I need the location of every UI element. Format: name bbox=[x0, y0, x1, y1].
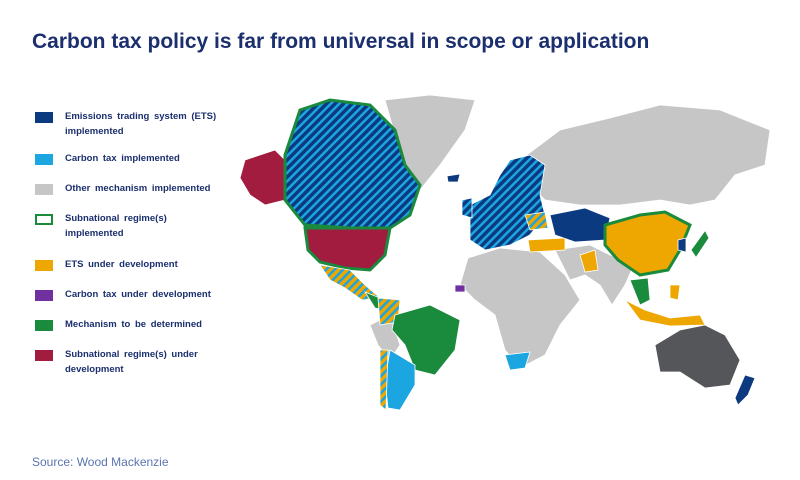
indonesia bbox=[624, 299, 706, 327]
alaska bbox=[239, 149, 286, 206]
ukraine bbox=[524, 211, 549, 231]
legend-label: Mechanism to be determined bbox=[65, 319, 202, 330]
africa bbox=[459, 247, 581, 369]
south-africa bbox=[504, 351, 531, 371]
legend-swatch bbox=[35, 320, 53, 331]
uk bbox=[461, 197, 473, 219]
legend-label: Carbon tax under development bbox=[65, 289, 211, 300]
usa bbox=[303, 226, 392, 272]
legend-swatch bbox=[35, 154, 53, 165]
legend-label: Subnational regime(s) under development bbox=[65, 349, 198, 375]
chile bbox=[379, 349, 389, 411]
legend-swatch bbox=[35, 290, 53, 301]
southeast-asia bbox=[629, 277, 651, 306]
europe bbox=[469, 154, 546, 251]
kazakhstan bbox=[549, 207, 611, 243]
china bbox=[603, 210, 692, 277]
japan bbox=[691, 231, 709, 257]
title: Carbon tax policy is far from universal … bbox=[32, 30, 650, 53]
turkey bbox=[527, 237, 566, 253]
korea bbox=[677, 237, 687, 253]
legend-swatch bbox=[35, 214, 53, 225]
canada bbox=[283, 98, 422, 230]
legend-label: Other mechanism implemented bbox=[65, 183, 211, 194]
pakistan bbox=[579, 249, 599, 273]
west-africa-purple bbox=[454, 284, 466, 293]
legend-swatch bbox=[35, 184, 53, 195]
legend-swatch bbox=[35, 260, 53, 271]
australia bbox=[654, 324, 741, 389]
legend-label: Carbon tax implemented bbox=[65, 153, 180, 164]
middle-east-india bbox=[554, 244, 636, 306]
legend-swatch bbox=[35, 350, 53, 361]
legend-swatch bbox=[35, 112, 53, 123]
legend-label: ETS under development bbox=[65, 259, 178, 270]
legend-label: Emissions trading system (ETS) implement… bbox=[65, 111, 217, 137]
legend-label: Subnational regime(s) implemented bbox=[65, 213, 167, 239]
iceland bbox=[446, 173, 461, 183]
russia bbox=[519, 104, 771, 206]
new-zealand bbox=[734, 374, 756, 406]
source: Source: Wood Mackenzie bbox=[32, 455, 169, 469]
philippines bbox=[669, 284, 681, 301]
brazil bbox=[391, 304, 461, 376]
